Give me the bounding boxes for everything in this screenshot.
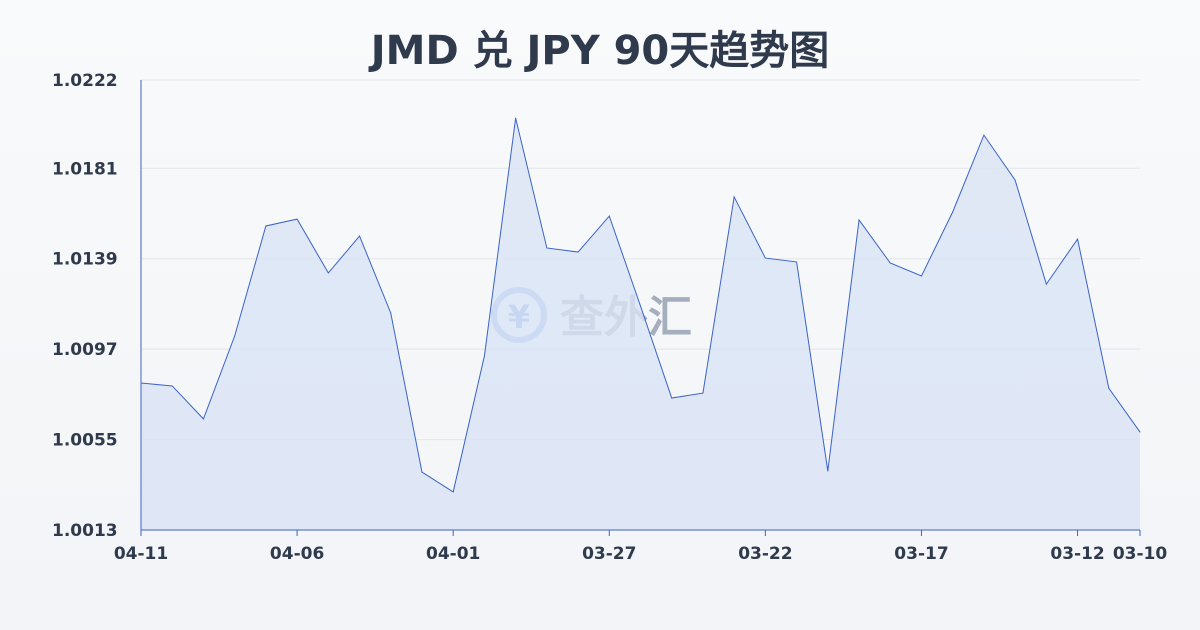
data-point (1108, 387, 1110, 389)
y-tick-label: 1.0055 (52, 431, 118, 451)
data-point (1014, 179, 1016, 181)
data-point (1045, 283, 1047, 285)
x-tick-label: 03-22 (738, 544, 792, 564)
x-tick-label: 04-01 (426, 544, 480, 564)
y-tick-label: 1.0222 (52, 71, 118, 91)
data-point (140, 382, 142, 384)
data-point (327, 272, 329, 274)
data-point (608, 215, 610, 217)
data-point (1139, 431, 1141, 433)
x-tick-label: 03-17 (894, 544, 948, 564)
data-point (827, 470, 829, 472)
chart-title: JMD 兑 JPY 90天趋势图 (370, 28, 830, 74)
x-tick-label: 04-06 (270, 544, 324, 564)
data-point (671, 397, 673, 399)
data-point (640, 305, 641, 307)
data-point (390, 312, 392, 314)
x-tick-label: 04-11 (114, 544, 168, 564)
data-point (265, 225, 267, 227)
data-point (234, 335, 236, 337)
x-tick-label: 03-27 (582, 544, 636, 564)
data-point (296, 218, 298, 220)
data-point (546, 247, 548, 249)
data-point (952, 211, 954, 213)
data-point (764, 257, 766, 259)
data-point (889, 262, 891, 264)
x-tick-label: 03-12 (1050, 544, 1104, 564)
y-tick-label: 1.0139 (52, 250, 118, 270)
data-point (702, 392, 704, 394)
data-point (920, 275, 922, 277)
data-point (452, 491, 454, 493)
data-point (983, 134, 985, 136)
data-point (202, 418, 204, 420)
area-fill (141, 118, 1140, 530)
data-point (577, 251, 579, 253)
y-tick-label: 1.0097 (52, 340, 118, 360)
data-point (359, 235, 361, 237)
data-point (858, 219, 860, 221)
data-point (1077, 238, 1079, 240)
x-tick-label: 03-10 (1113, 544, 1168, 564)
y-tick-label: 1.0013 (52, 521, 118, 541)
data-point (171, 385, 173, 387)
data-point (733, 196, 735, 198)
data-point (796, 261, 798, 263)
data-point (515, 117, 517, 119)
data-point (421, 471, 423, 473)
y-tick-label: 1.0181 (52, 159, 118, 179)
data-point (483, 355, 485, 357)
